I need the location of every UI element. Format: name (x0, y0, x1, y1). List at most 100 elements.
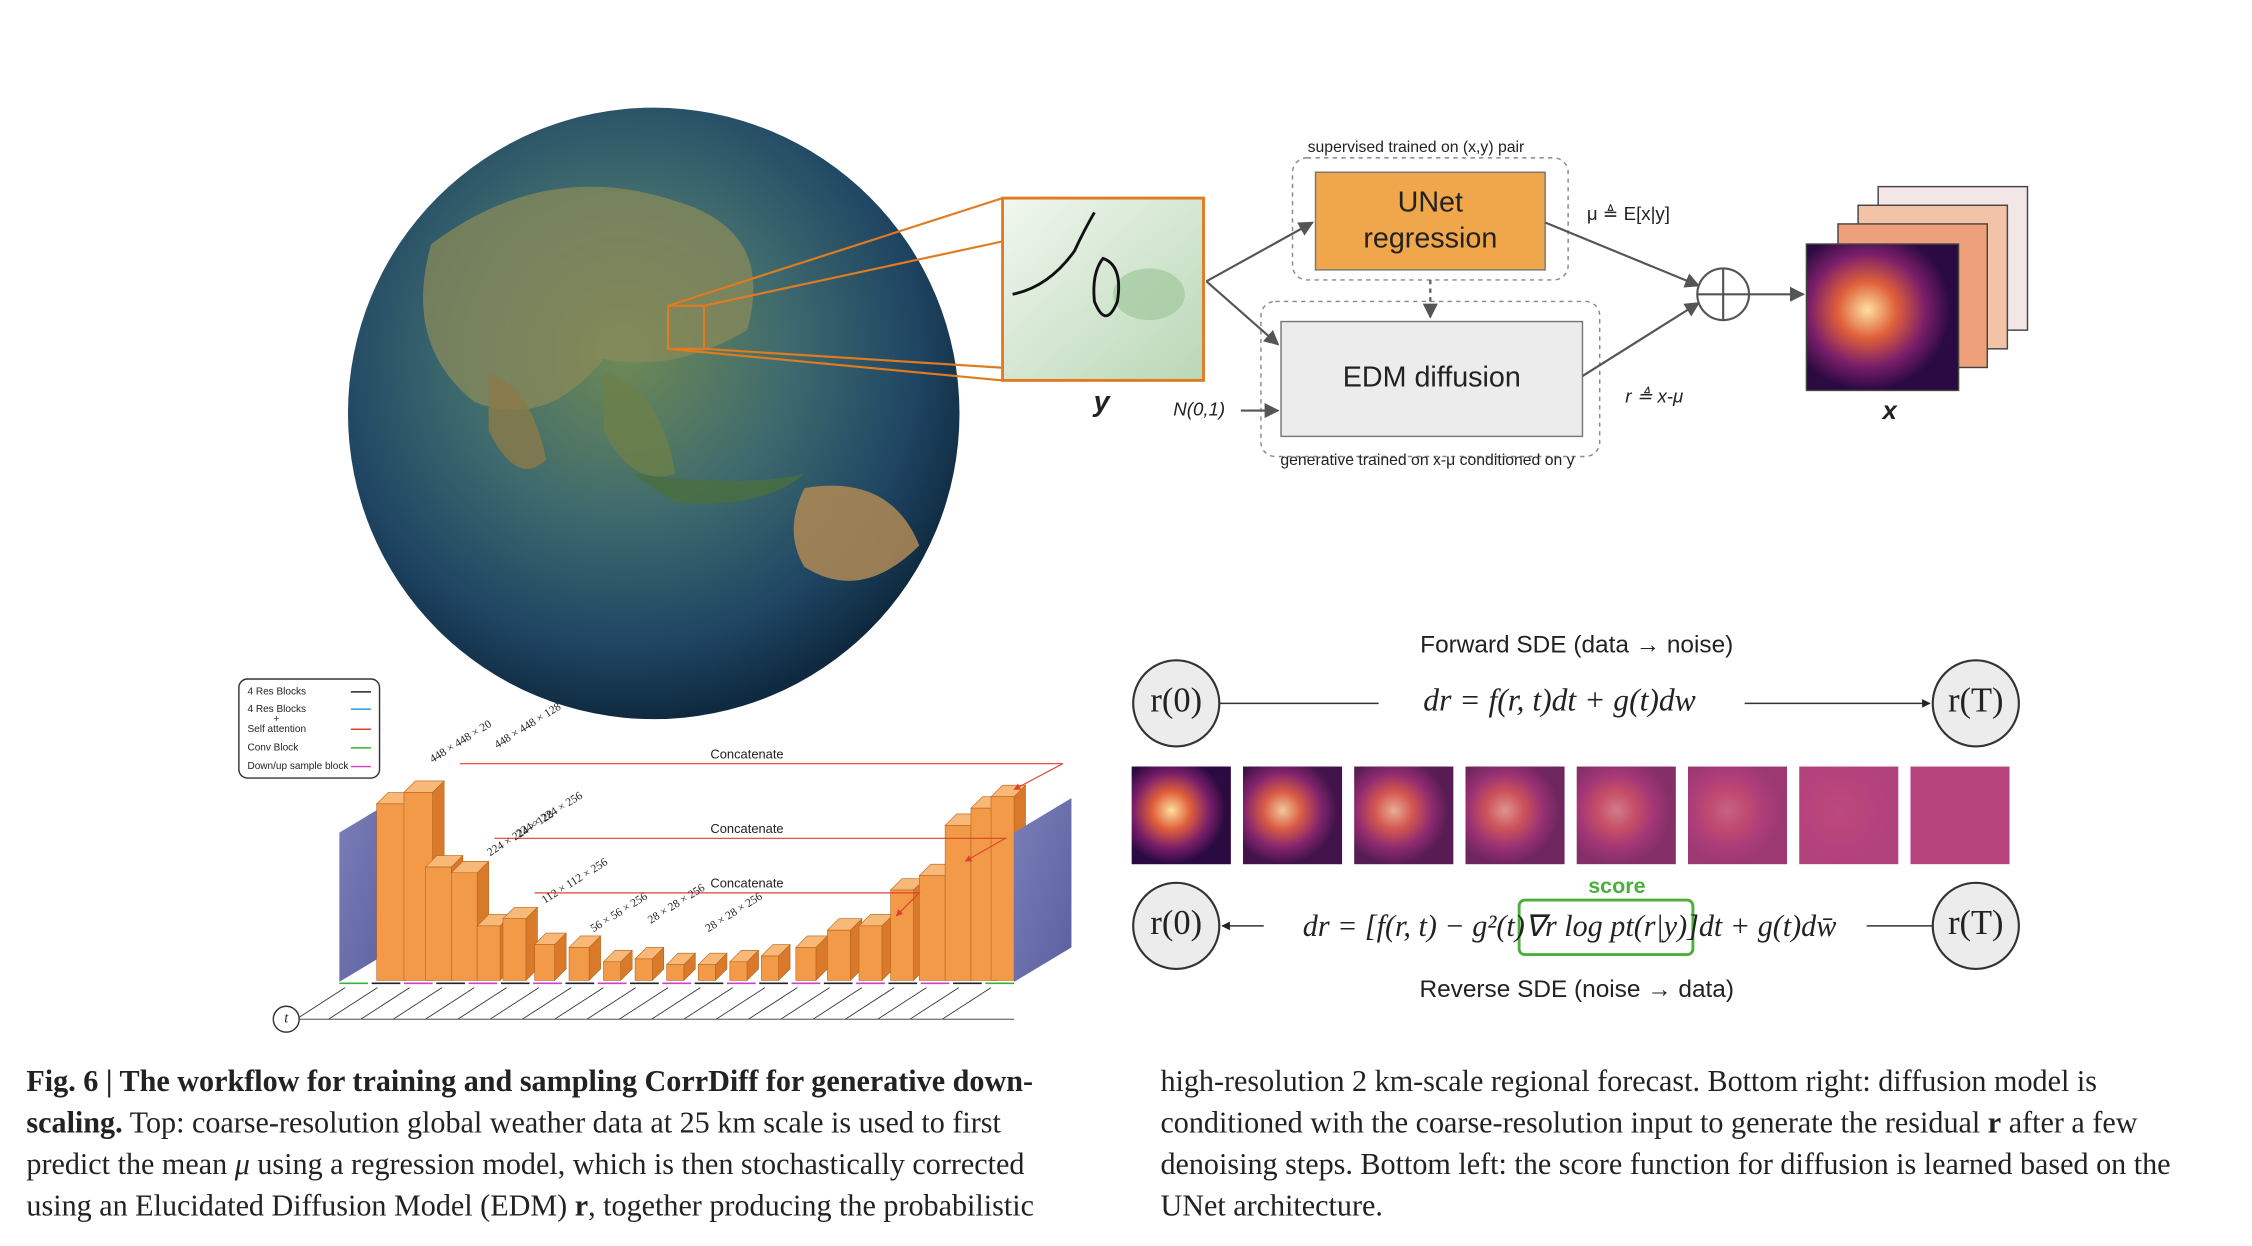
block (634, 958, 653, 981)
equation-part: ∇r log pt(r|y) (1525, 909, 1687, 943)
unet-blocks (375, 780, 1027, 982)
block (729, 961, 748, 981)
block (502, 918, 527, 981)
time-link (554, 987, 604, 1020)
block (761, 955, 779, 981)
time-link (328, 987, 378, 1020)
time-link (715, 987, 766, 1020)
block (603, 961, 621, 981)
noise-frame-overlay (1465, 766, 1565, 865)
y-label: y (1092, 386, 1112, 418)
legend-label: 4 Res Blocks (247, 687, 306, 698)
caption-segment: , together producing the probabilistic (588, 1189, 1034, 1223)
legend-label: Down/up sample block (247, 761, 349, 772)
reverse-title: Reverse SDE (noise → data) (1419, 976, 1734, 1003)
caption-line: high-resolution 2 km-scale regional fore… (1160, 1064, 2097, 1098)
time-link (522, 987, 572, 1020)
noise-label: N(0,1) (1173, 398, 1225, 419)
time-link (942, 987, 992, 1020)
block (795, 947, 817, 981)
block (666, 964, 685, 981)
block (919, 875, 946, 981)
dimension-label: 28 × 28 × 256 (703, 890, 764, 935)
caption-line: predict the mean μ using a regression mo… (26, 1147, 1024, 1181)
noise-frame-overlay (1799, 766, 1899, 865)
unet-box (1314, 171, 1546, 271)
legend-label: 4 Res Blocks (247, 704, 306, 715)
dimension-label: 448 × 448 × 20 (428, 718, 494, 766)
block (827, 929, 851, 981)
time-link (489, 987, 540, 1020)
caption-segment: r (1988, 1105, 2001, 1139)
r-label: r ≜ x-μ (1625, 386, 1683, 407)
legend-label: Conv Block (247, 743, 299, 754)
time-link (392, 987, 443, 1020)
edm-label: EDM diffusion (1343, 362, 1521, 394)
caption-segment: scaling. (26, 1105, 122, 1139)
legend-box (238, 678, 381, 779)
forward-equation: dr = f(r, t)dt + g(t)dw (1423, 683, 1695, 718)
time-link (651, 987, 701, 1020)
r0-label: r(0) (1150, 681, 1202, 719)
dimension-label: 28 × 28 × 256 (646, 882, 707, 927)
x-label: x (1880, 397, 1898, 425)
block (944, 825, 972, 981)
caption-segment: using an Elucidated Diffusion Model (EDM… (26, 1189, 574, 1223)
caption-segment: μ (234, 1147, 250, 1181)
time-link (619, 987, 669, 1020)
time-link (780, 987, 830, 1020)
reverse-equation: dr = [f(r, t) − g²(t)∇r log pt(r|y)]dt +… (1303, 909, 1837, 943)
block (534, 944, 555, 981)
noise-frame-overlay (1576, 766, 1676, 865)
supervised-label: supervised trained on (x,y) pair (1308, 139, 1525, 156)
time-embedding (296, 982, 1015, 1020)
dimension-label: 448 × 448 × 128 (492, 701, 563, 752)
block (568, 947, 590, 981)
score-label: score (1588, 874, 1645, 898)
input-map (1001, 196, 1205, 382)
caption-segment: denoising steps. Bottom left: the score … (1160, 1147, 2170, 1181)
concat-line (534, 892, 921, 917)
equation-part: dr = [f(r, t) − g²(t) (1303, 909, 1525, 943)
concat-line (459, 763, 1064, 791)
noise-frame (1910, 766, 2010, 865)
time-link (457, 987, 507, 1020)
block (451, 872, 478, 981)
caption-segment: using a regression model, which is then … (250, 1147, 1025, 1181)
r0-label: r(0) (1150, 904, 1202, 942)
dimension-label: 224 × 224 × 256 (514, 790, 585, 841)
block (376, 803, 406, 981)
caption-segment: UNet architecture. (1160, 1189, 1382, 1223)
concat-line (494, 837, 1008, 862)
caption-segment: high-resolution 2 km-scale regional fore… (1160, 1064, 2097, 1098)
time-link (748, 987, 798, 1020)
forward-title: Forward SDE (data → noise) (1420, 631, 1733, 658)
caption-segment: conditioned with the coarse-resolution i… (1160, 1105, 1987, 1139)
block (425, 866, 452, 981)
dimension-label: 112 × 112 × 256 (540, 856, 610, 906)
time-link (425, 987, 475, 1020)
caption-line: UNet architecture. (1160, 1189, 1382, 1223)
time-link (909, 987, 960, 1020)
caption-line: conditioned with the coarse-resolution i… (1160, 1105, 2137, 1139)
time-link (683, 987, 733, 1020)
noise-frame-overlay (1687, 766, 1788, 865)
rT-label: r(T) (1948, 681, 2003, 719)
edm-box (1280, 320, 1584, 438)
unet-label: regression (1363, 222, 1497, 254)
generative-label: generative trained on x-μ conditioned on… (1280, 452, 1574, 469)
time-link (360, 987, 410, 1020)
legend-label: Self attention (247, 724, 306, 735)
noise-strip (1131, 766, 2010, 865)
caption: Fig. 6 | The workflow for training and s… (26, 1064, 2170, 1223)
caption-line: using an Elucidated Diffusion Model (EDM… (26, 1189, 1034, 1223)
caption-segment: after a few (2001, 1105, 2138, 1139)
caption-segment: Fig. 6 | The workflow for training and s… (26, 1064, 1033, 1098)
flow-arrows (1205, 221, 1806, 419)
caption-line: denoising steps. Bottom left: the score … (1160, 1147, 2170, 1181)
time-link (845, 987, 895, 1020)
